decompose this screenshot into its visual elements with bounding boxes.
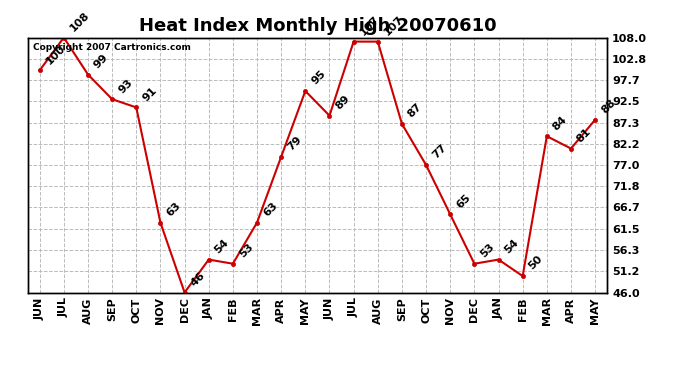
Text: 65: 65 — [455, 192, 473, 210]
Text: 46: 46 — [189, 270, 207, 288]
Text: 93: 93 — [117, 77, 135, 95]
Text: 53: 53 — [479, 242, 496, 260]
Text: 88: 88 — [600, 98, 618, 116]
Text: 53: 53 — [237, 242, 255, 260]
Text: 87: 87 — [406, 102, 424, 120]
Text: 100: 100 — [44, 43, 67, 66]
Text: 107: 107 — [358, 14, 381, 38]
Text: 84: 84 — [551, 114, 569, 132]
Text: 81: 81 — [575, 126, 593, 144]
Text: 79: 79 — [286, 135, 304, 153]
Text: 89: 89 — [334, 93, 352, 111]
Text: 63: 63 — [165, 200, 183, 218]
Text: 63: 63 — [262, 200, 279, 218]
Text: 54: 54 — [213, 237, 231, 255]
Text: 54: 54 — [503, 237, 521, 255]
Text: 77: 77 — [431, 143, 448, 161]
Text: 99: 99 — [92, 52, 110, 70]
Text: 91: 91 — [141, 85, 159, 103]
Text: Copyright 2007 Cartronics.com: Copyright 2007 Cartronics.com — [33, 43, 191, 52]
Text: 50: 50 — [527, 254, 544, 272]
Title: Heat Index Monthly High 20070610: Heat Index Monthly High 20070610 — [139, 16, 496, 34]
Text: 95: 95 — [310, 69, 328, 87]
Text: 108: 108 — [68, 10, 91, 33]
Text: 107: 107 — [382, 14, 405, 38]
